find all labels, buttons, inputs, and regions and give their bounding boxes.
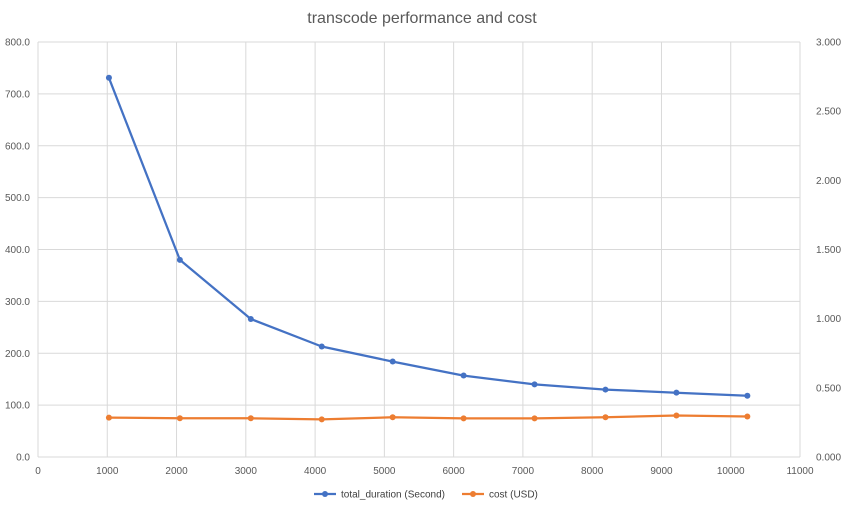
y-tick-label: 0.0 [16, 453, 30, 464]
y-tick-label: 600.0 [5, 141, 30, 152]
y2-tick-label: 2.000 [816, 176, 841, 187]
x-tick-label: 4000 [304, 466, 327, 477]
series-line [107, 77, 748, 397]
x-tick-label: 8000 [581, 466, 604, 477]
x-tick-label: 0 [35, 466, 41, 477]
chart-title: transcode performance and cost [307, 10, 537, 27]
legend-label: cost (USD) [489, 490, 538, 501]
data-point [176, 256, 183, 263]
axes: 0.0 100.0 200.0 300.0 400.0 500.0 600.0 700.0 80… [5, 38, 841, 478]
y2-tick-label: 0.500 [816, 383, 841, 394]
x-tick-label: 3000 [235, 466, 258, 477]
legend: total_duration (Second) cost (USD) [314, 490, 538, 501]
y-tick-label: 200.0 [5, 349, 30, 360]
series-0 [105, 74, 751, 399]
data-point [673, 389, 680, 396]
series-layer [105, 74, 751, 423]
x-tick-label: 11000 [786, 466, 814, 477]
y-tick-label: 300.0 [5, 297, 30, 308]
y2-tick-label: 2.500 [816, 107, 841, 118]
legend-swatch-marker [470, 491, 476, 497]
data-point [602, 386, 609, 393]
x-tick-label: 6000 [443, 466, 466, 477]
gridlines [37, 41, 801, 458]
data-point [602, 414, 609, 421]
legend-swatch-marker [322, 491, 328, 497]
data-point [105, 414, 112, 421]
x-tick-label: 1000 [96, 466, 119, 477]
y2-tick-label: 3.000 [816, 38, 841, 49]
data-point [176, 415, 183, 422]
y-tick-label: 500.0 [5, 193, 30, 204]
data-point [744, 413, 751, 420]
series-line [108, 414, 748, 421]
y-tick-label: 400.0 [5, 245, 30, 256]
x-tick-label: 10000 [717, 466, 745, 477]
legend-entry-1: cost (USD) [462, 490, 538, 501]
data-point [389, 414, 396, 421]
y2-tick-label: 1.000 [816, 314, 841, 325]
data-point [105, 74, 112, 81]
legend-entry-0: total_duration (Second) [314, 490, 445, 501]
data-point [460, 372, 467, 379]
data-point [247, 316, 254, 323]
x-tick-label: 5000 [373, 466, 396, 477]
y-tick-label: 100.0 [5, 401, 30, 412]
series-1 [105, 412, 751, 423]
legend-label: total_duration (Second) [341, 490, 445, 501]
x-tick-label: 2000 [165, 466, 188, 477]
data-point [460, 415, 467, 422]
data-point [318, 343, 325, 350]
data-point [531, 381, 538, 388]
y2-tick-label: 0.000 [816, 453, 841, 464]
data-point [744, 392, 751, 399]
data-point [247, 415, 254, 422]
y-tick-label: 700.0 [5, 89, 30, 100]
x-tick-label: 9000 [650, 466, 673, 477]
data-point [673, 412, 680, 419]
x-tick-label: 7000 [512, 466, 535, 477]
data-point [318, 416, 325, 423]
data-point [531, 415, 538, 422]
y-tick-label: 800.0 [5, 38, 30, 49]
y2-tick-label: 1.500 [816, 245, 841, 256]
data-point [389, 358, 396, 365]
